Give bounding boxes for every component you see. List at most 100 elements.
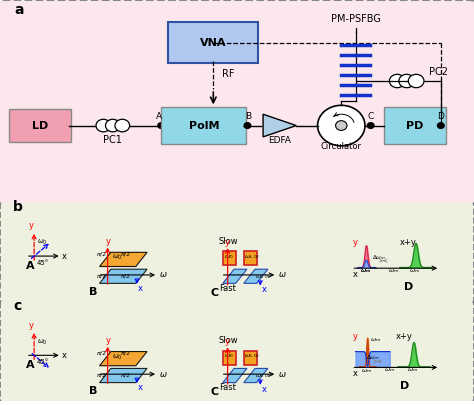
Polygon shape (100, 352, 147, 366)
Text: x: x (62, 351, 67, 360)
Text: y: y (106, 336, 110, 345)
Text: 45°: 45° (36, 359, 48, 365)
Text: $\pi/2$: $\pi/2$ (96, 371, 107, 379)
Text: x: x (262, 385, 266, 394)
FancyBboxPatch shape (168, 22, 258, 63)
Text: x+y: x+y (396, 332, 413, 341)
Text: x: x (353, 270, 358, 279)
Text: $\omega$: $\omega$ (278, 271, 287, 279)
Text: y: y (28, 221, 33, 230)
Text: LD: LD (32, 121, 48, 130)
FancyBboxPatch shape (0, 301, 474, 403)
Circle shape (115, 119, 130, 132)
Text: $\omega_0$: $\omega_0$ (224, 253, 234, 261)
Text: $\omega_0$: $\omega_0$ (112, 352, 122, 362)
Text: x: x (262, 286, 266, 294)
Circle shape (408, 75, 424, 88)
Text: a: a (14, 3, 24, 17)
Circle shape (367, 123, 374, 128)
Text: A: A (26, 261, 35, 271)
Circle shape (96, 119, 111, 132)
Text: $\omega_{t,02}$: $\omega_{t,02}$ (244, 254, 260, 261)
Text: D: D (437, 112, 444, 121)
Text: $\omega$: $\omega$ (159, 271, 167, 279)
Text: $\omega_m$: $\omega_m$ (370, 336, 381, 344)
FancyBboxPatch shape (0, 201, 474, 304)
Circle shape (158, 123, 164, 128)
Text: $\pi/2$: $\pi/2$ (119, 250, 131, 258)
Circle shape (390, 75, 405, 88)
Circle shape (336, 121, 347, 130)
FancyBboxPatch shape (0, 0, 474, 205)
Text: $\Delta\omega_m$: $\Delta\omega_m$ (366, 353, 380, 362)
Text: y: y (106, 237, 110, 246)
Text: y: y (225, 238, 230, 247)
Text: D: D (404, 282, 413, 292)
Text: A: A (155, 113, 162, 121)
Text: $\omega_0$: $\omega_0$ (112, 253, 122, 262)
Polygon shape (263, 114, 296, 137)
Text: $\omega_m$: $\omega_m$ (361, 367, 373, 375)
Text: $\pi/2$: $\pi/2$ (119, 272, 131, 280)
Text: $\omega_m$: $\omega_m$ (384, 367, 395, 374)
FancyBboxPatch shape (161, 107, 246, 144)
Bar (223, 351, 236, 365)
Text: $\omega_m$: $\omega_m$ (388, 267, 400, 275)
Polygon shape (244, 269, 268, 283)
Text: x: x (353, 369, 358, 378)
Text: x+y: x+y (400, 238, 417, 247)
Circle shape (438, 123, 444, 128)
Bar (244, 252, 256, 266)
Text: $\omega_m$: $\omega_m$ (360, 268, 371, 275)
Text: $\pi/2$: $\pi/2$ (96, 349, 107, 357)
Text: x: x (62, 252, 67, 260)
Text: Fast: Fast (219, 284, 236, 293)
Circle shape (318, 105, 365, 146)
Text: $\pi/2$: $\pi/2$ (119, 349, 131, 357)
Text: x: x (138, 284, 143, 293)
Text: EDFA: EDFA (268, 136, 291, 145)
Circle shape (106, 119, 120, 132)
Text: c: c (13, 299, 21, 313)
Text: C: C (367, 113, 374, 121)
Text: $\pi/2$: $\pi/2$ (119, 371, 131, 379)
Polygon shape (100, 269, 147, 283)
Text: B: B (90, 286, 98, 296)
Text: A: A (26, 360, 35, 370)
Text: Slow: Slow (219, 336, 238, 345)
Text: PolM: PolM (189, 121, 219, 130)
Text: b: b (13, 200, 23, 214)
Polygon shape (223, 369, 247, 383)
Text: $\omega_m$: $\omega_m$ (360, 267, 371, 275)
Bar (244, 351, 256, 365)
Text: C: C (211, 387, 219, 397)
Text: $\omega_{t,01}$: $\omega_{t,01}$ (255, 373, 271, 380)
Text: VNA: VNA (200, 38, 227, 47)
Text: Fast: Fast (219, 384, 236, 392)
Text: $\omega_0$: $\omega_0$ (37, 238, 48, 247)
Text: $\omega_m$: $\omega_m$ (407, 367, 419, 374)
Text: $\pi/2$: $\pi/2$ (96, 272, 107, 280)
Text: $\omega_0$: $\omega_0$ (224, 352, 234, 360)
Text: y: y (225, 337, 230, 346)
Bar (223, 252, 236, 266)
Text: $\omega$: $\omega$ (278, 370, 287, 379)
Text: $\omega_0$: $\omega_0$ (37, 337, 48, 347)
Text: PM-PSFBG: PM-PSFBG (330, 14, 381, 24)
Text: D: D (400, 382, 409, 391)
Text: x: x (138, 384, 143, 392)
Polygon shape (100, 369, 147, 383)
Text: $\Delta\omega_m$: $\Delta\omega_m$ (372, 254, 385, 262)
FancyBboxPatch shape (9, 109, 71, 142)
Text: y: y (353, 238, 358, 247)
Text: 45°: 45° (36, 260, 48, 266)
Text: $\omega$: $\omega$ (159, 370, 167, 379)
Text: Circulator: Circulator (321, 142, 362, 151)
Text: $\omega_{t,02}$: $\omega_{t,02}$ (244, 353, 260, 360)
Text: $\pi/2$: $\pi/2$ (96, 250, 107, 258)
Text: PD: PD (406, 121, 423, 130)
Text: $\omega_{t,01}$: $\omega_{t,01}$ (255, 274, 271, 281)
Text: B: B (90, 386, 98, 396)
Circle shape (244, 123, 251, 128)
FancyBboxPatch shape (384, 107, 446, 144)
